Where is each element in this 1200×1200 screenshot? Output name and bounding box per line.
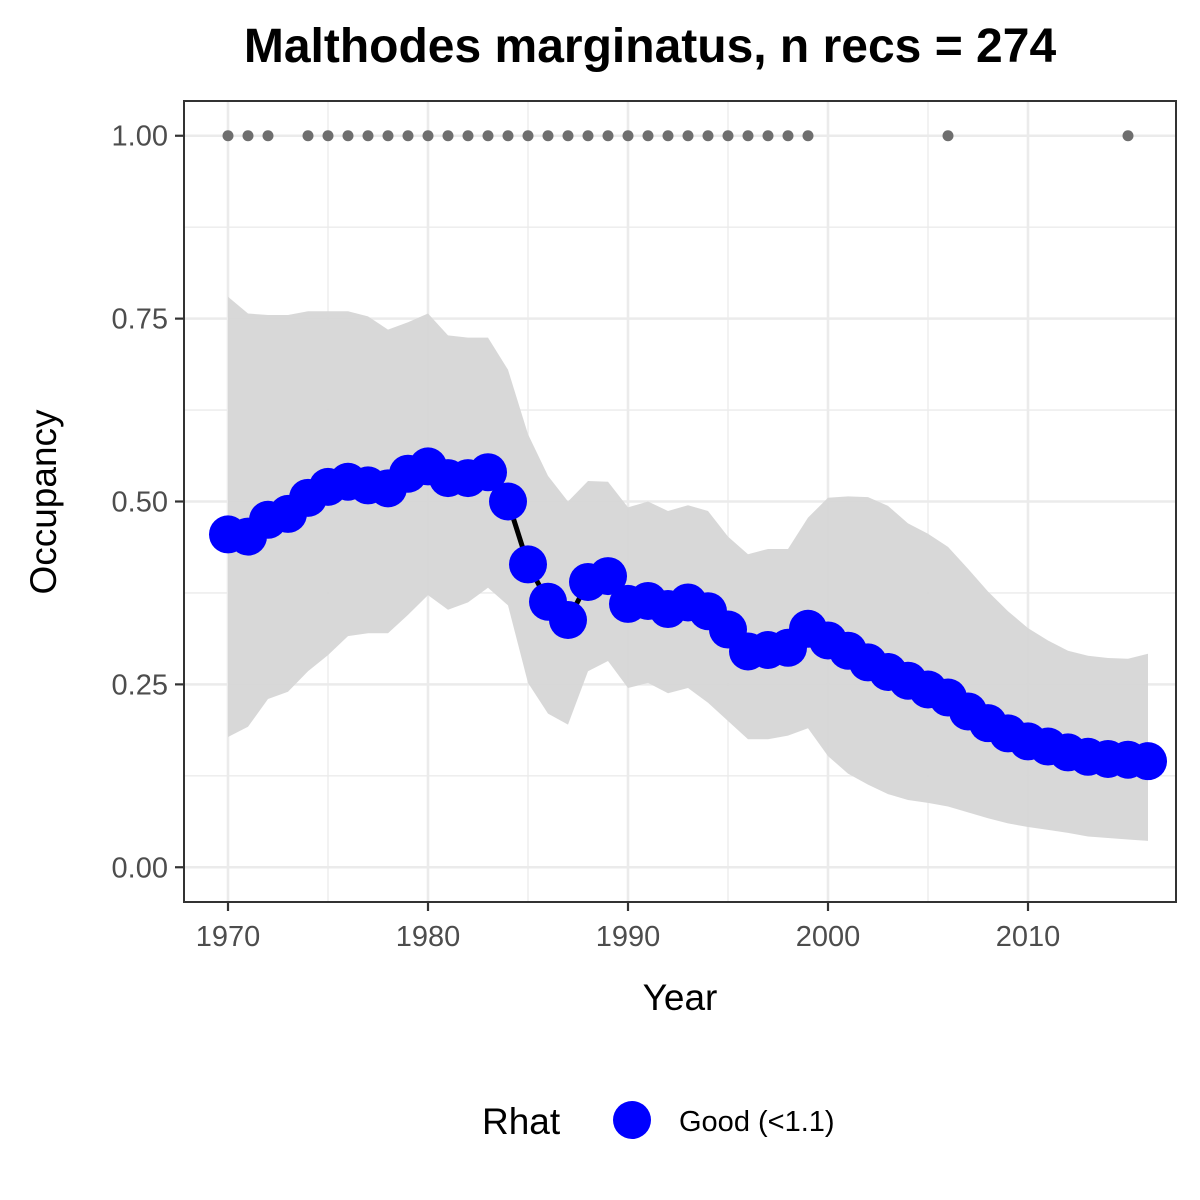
occupancy-point (509, 545, 547, 584)
record-dot (302, 130, 314, 142)
x-axis: 1970 1980 1990 2000 2010 (196, 902, 1061, 953)
legend: Rhat Good (<1.1) (482, 1101, 835, 1142)
record-dot (622, 130, 634, 142)
x-tick-label: 1980 (396, 921, 461, 953)
record-dot (762, 130, 774, 142)
occupancy-point (489, 482, 527, 521)
record-dot (362, 130, 374, 142)
occupancy-point (589, 557, 627, 596)
plot-panel (183, 100, 1177, 903)
record-dot (702, 130, 714, 142)
record-dot (422, 130, 434, 142)
legend-key-good (613, 1101, 651, 1139)
record-dot (582, 130, 594, 142)
y-tick-label: 0.25 (112, 669, 168, 701)
legend-label-good: Good (<1.1) (679, 1106, 835, 1138)
record-dot (522, 130, 534, 142)
occupancy-points (209, 447, 1167, 781)
y-tick-label: 0.00 (112, 852, 168, 884)
record-dot (262, 130, 274, 142)
record-dot (1122, 130, 1134, 142)
record-dot (222, 130, 234, 142)
x-axis-title: Year (643, 977, 718, 1018)
record-dot (342, 130, 354, 142)
record-dot (782, 130, 794, 142)
y-axis-title: Occupancy (23, 409, 64, 595)
x-tick-label: 1990 (596, 921, 661, 953)
record-dot (562, 130, 574, 142)
record-dot (322, 130, 334, 142)
y-axis: 0.00 0.25 0.50 0.75 1.00 (112, 121, 184, 884)
record-dot (442, 130, 454, 142)
record-dot (382, 130, 394, 142)
legend-title: Rhat (482, 1101, 561, 1142)
x-tick-label: 2010 (996, 921, 1061, 953)
record-dot (742, 130, 754, 142)
occupancy-point (469, 453, 507, 492)
record-dot (402, 130, 414, 142)
record-dot (602, 130, 614, 142)
occupancy-point (549, 601, 587, 640)
x-tick-label: 1970 (196, 921, 261, 953)
record-dot (642, 130, 654, 142)
record-dot (482, 130, 494, 142)
record-dot (942, 130, 954, 142)
occupancy-point (1129, 742, 1167, 781)
record-dot (502, 130, 514, 142)
record-dot (542, 130, 554, 142)
y-tick-label: 0.50 (112, 487, 168, 519)
y-tick-label: 0.75 (112, 304, 168, 336)
record-dot (722, 130, 734, 142)
y-tick-label: 1.00 (112, 121, 168, 153)
record-dot (662, 130, 674, 142)
record-dot (802, 130, 814, 142)
x-tick-label: 2000 (796, 921, 861, 953)
record-dot (462, 130, 474, 142)
chart-title: Malthodes marginatus, n recs = 274 (244, 20, 1057, 73)
record-year-dots (222, 130, 1134, 142)
record-dot (242, 130, 254, 142)
record-dot (682, 130, 694, 142)
